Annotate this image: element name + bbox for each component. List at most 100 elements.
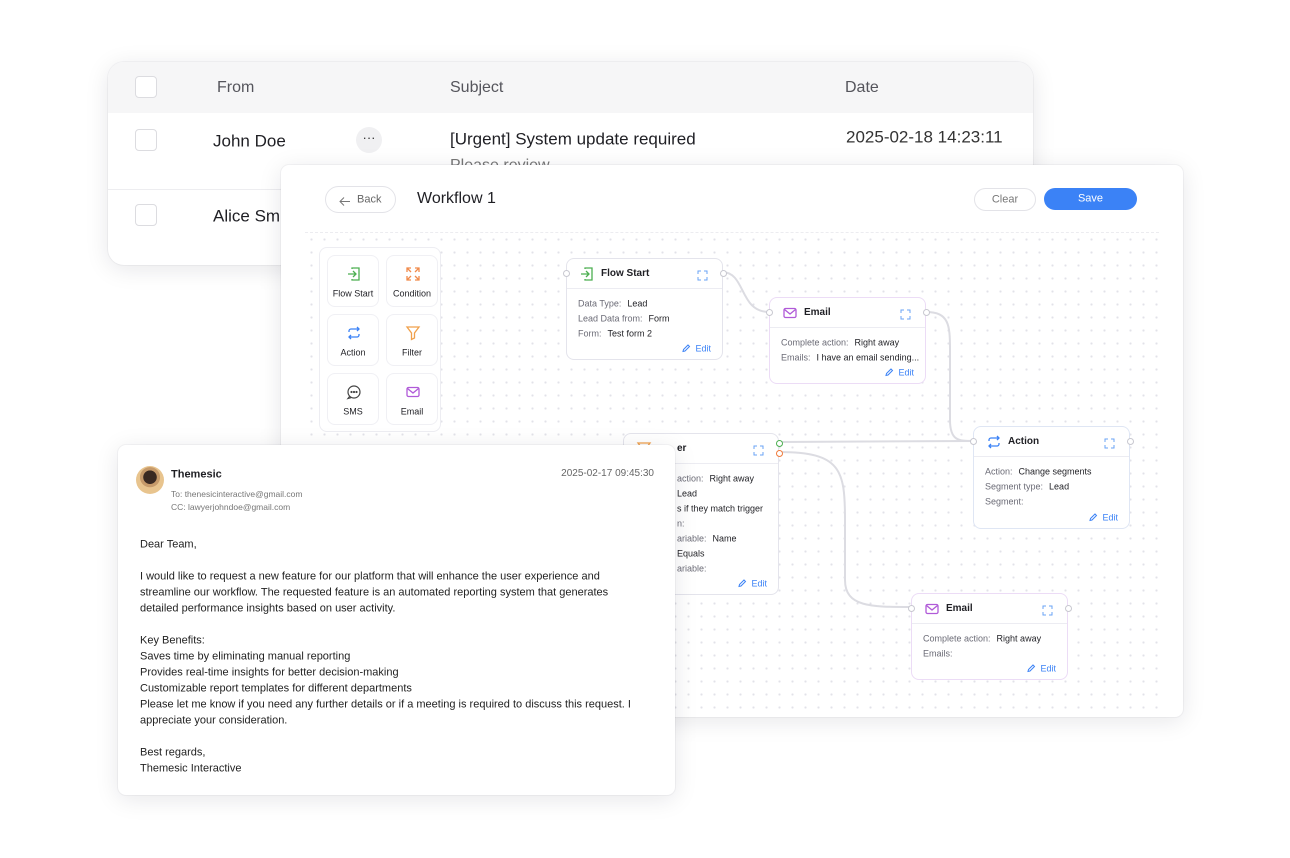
field-label: Segment type: — [985, 481, 1044, 492]
field-label: Equals — [677, 548, 705, 559]
edit-link[interactable]: Edit — [885, 368, 914, 379]
field-value: Right away — [996, 633, 1042, 644]
edit-link[interactable]: Edit — [1027, 664, 1056, 675]
port — [1127, 438, 1134, 445]
workflow-title: Workflow 1 — [417, 190, 496, 207]
palette-item[interactable]: SMS — [327, 373, 379, 425]
clear-label: Clear — [991, 193, 1019, 206]
palette-icon — [405, 325, 421, 346]
field-label: n: — [677, 518, 685, 529]
node-field: Lead Data from: Form — [578, 314, 670, 324]
node-field: Emails: — [923, 648, 953, 659]
node-field: n: — [677, 518, 685, 529]
palette-icon-svg — [405, 326, 421, 341]
edit-icon-svg — [1089, 513, 1098, 522]
clear-button[interactable]: Clear — [974, 188, 1036, 211]
palette-icon — [346, 384, 362, 405]
field-value: Lead — [1049, 481, 1070, 492]
port — [720, 270, 727, 277]
back-button[interactable]: Back — [325, 186, 396, 213]
palette-item[interactable]: Action — [327, 314, 379, 366]
expand-icon — [1104, 436, 1115, 454]
body-line: I would like to request a new feature fo… — [140, 570, 600, 583]
edit-label: Edit — [695, 343, 711, 354]
palette-icon-svg — [406, 386, 420, 398]
palette-item[interactable]: Email — [386, 373, 438, 425]
node-field: Action: Change segments — [985, 466, 1092, 477]
body-line: streamline our workflow. The requested f… — [140, 586, 609, 599]
node-field: Complete action: Right away — [923, 633, 1042, 644]
node-icon-svg — [581, 267, 593, 281]
field-label: ariable: — [677, 563, 707, 574]
connectors — [721, 271, 974, 608]
field-label: Action: — [985, 466, 1013, 477]
palette-item[interactable]: Flow Start — [327, 255, 379, 307]
edit-link[interactable]: Edit — [1089, 513, 1118, 524]
flow-node[interactable]: Email Complete action: Right away Emails: I … — [766, 297, 930, 384]
save-label: Save — [1077, 192, 1104, 205]
edit-link[interactable]: Edit — [738, 579, 767, 590]
palette-label: SMS — [343, 406, 363, 417]
flow-node[interactable]: Action Action: Change segments Segment type… — [970, 426, 1134, 529]
edit-icon-svg — [885, 368, 894, 377]
palette-item[interactable]: Filter — [386, 314, 438, 366]
node-icon — [579, 266, 595, 287]
node-field: ariable: Name — [677, 534, 737, 544]
node-field: ariable: — [677, 563, 707, 574]
port — [766, 309, 773, 316]
node-field: Lead — [677, 489, 697, 499]
more-button[interactable]: ··· — [356, 127, 382, 153]
edit-icon-svg — [682, 344, 691, 353]
node-header — [624, 434, 778, 464]
checkbox[interactable] — [135, 204, 157, 226]
port — [1065, 605, 1072, 612]
date: 2025-02-18 14:23:11 — [846, 127, 1003, 147]
sender-name: Themesic — [171, 468, 222, 481]
palette-icon-svg — [348, 267, 360, 281]
checkbox[interactable] — [135, 129, 157, 151]
checkbox[interactable] — [135, 76, 157, 98]
palette-item[interactable]: Condition — [386, 255, 438, 307]
palette-icon — [346, 266, 362, 287]
node-field: Segment: — [985, 497, 1024, 507]
node-field: Data Type: Lead — [578, 299, 647, 309]
edit-icon — [1089, 513, 1098, 524]
edit-icon-svg — [1027, 664, 1036, 673]
palette-label: Flow Start — [332, 288, 374, 299]
port — [563, 270, 570, 277]
edit-label: Edit — [1102, 512, 1118, 523]
back-arrow — [339, 194, 351, 212]
expand-icon-svg — [900, 309, 911, 320]
palette-icon-svg — [348, 326, 360, 340]
field-label: Form: — [578, 328, 602, 339]
connector — [778, 440, 974, 443]
save-button[interactable]: Save — [1044, 188, 1137, 210]
back-label: Back — [357, 193, 382, 206]
expand-icon — [753, 443, 764, 461]
table-header — [108, 62, 1033, 113]
node-field: s if they match trigger — [677, 504, 763, 514]
palette-icon-svg — [406, 267, 420, 281]
node-icon — [986, 434, 1002, 455]
field-label: Emails: — [923, 648, 953, 659]
node-palette: Flow Start Condition Action Filter SMS Email — [319, 247, 441, 432]
sender: Alice Sm — [213, 206, 281, 226]
connector — [721, 271, 770, 313]
node-field: Complete action: Right away — [781, 338, 899, 348]
node-icon — [782, 305, 798, 326]
recipient: To: thenesicinteractive@gmail.com — [171, 488, 303, 499]
expand-icon-svg — [1042, 605, 1053, 616]
palette-icon — [346, 325, 362, 346]
edit-icon-svg — [738, 579, 747, 588]
edit-link[interactable]: Edit — [682, 344, 711, 355]
edit-label: Edit — [898, 367, 914, 378]
node-field: Form: Test form 2 — [578, 328, 652, 339]
flow-node[interactable]: Email Complete action: Right away Emails: Ed… — [908, 593, 1072, 680]
flow-node[interactable]: Flow Start Data Type: Lead Lead Data from: F… — [563, 258, 727, 360]
node-header — [567, 259, 722, 289]
node-header — [770, 298, 925, 328]
back-arrow-svg — [339, 197, 350, 206]
palette-label: Filter — [402, 347, 422, 358]
column-header: Subject — [450, 79, 504, 96]
